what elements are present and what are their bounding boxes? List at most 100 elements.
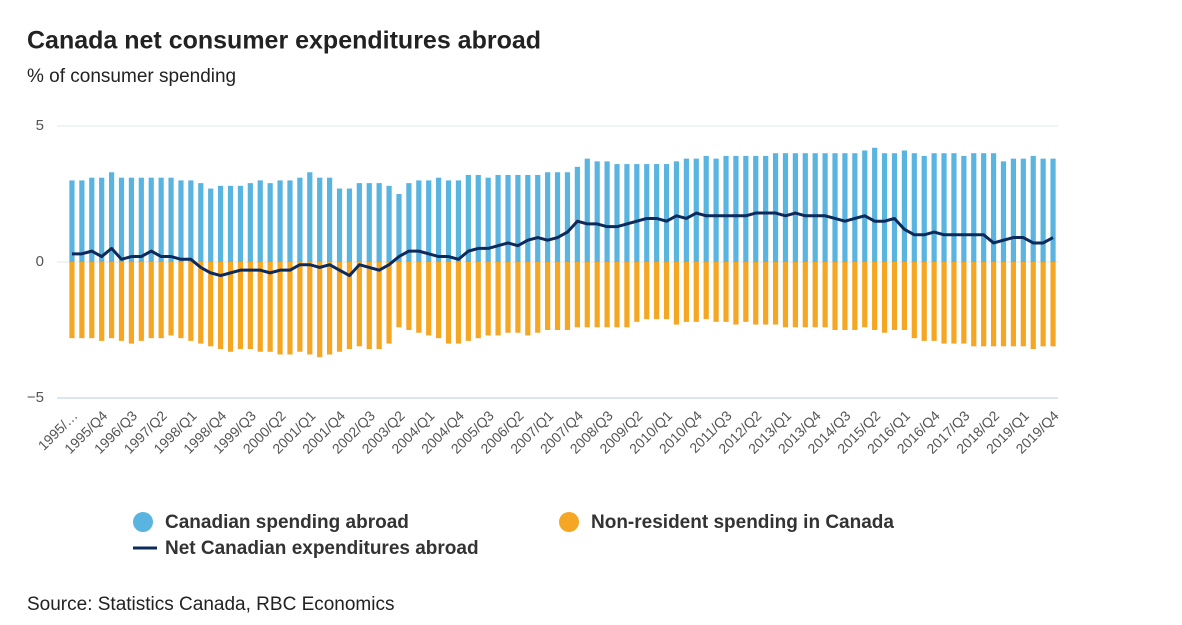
bar xyxy=(426,262,432,336)
bar xyxy=(237,262,244,350)
bar xyxy=(852,262,858,330)
bar xyxy=(277,262,283,355)
bar xyxy=(79,180,85,262)
legend-swatch xyxy=(133,512,153,532)
bar xyxy=(545,172,551,262)
bar xyxy=(178,262,184,339)
chart-subtitle: % of consumer spending xyxy=(27,66,236,87)
bar xyxy=(654,164,660,262)
bar xyxy=(465,174,471,262)
bar xyxy=(69,262,75,339)
bar xyxy=(128,262,135,344)
bar xyxy=(198,183,204,262)
chart-title: Canada net consumer expenditures abroad xyxy=(27,27,541,55)
bar xyxy=(307,262,313,355)
bar xyxy=(317,262,323,358)
bar xyxy=(495,174,501,262)
bar xyxy=(564,262,571,330)
bar xyxy=(832,153,838,262)
bar xyxy=(921,262,927,341)
bar xyxy=(862,262,868,328)
bar xyxy=(901,150,907,262)
bar xyxy=(426,180,432,262)
bar xyxy=(396,194,402,262)
bar xyxy=(99,262,105,341)
bar xyxy=(911,262,917,339)
bar xyxy=(713,262,719,322)
bar xyxy=(178,180,184,262)
bar xyxy=(118,177,125,262)
bar xyxy=(257,262,263,352)
bar xyxy=(416,180,422,262)
bar xyxy=(872,262,878,330)
bar xyxy=(753,262,759,325)
bar xyxy=(931,153,937,262)
bar xyxy=(1020,262,1026,347)
bar xyxy=(673,161,680,262)
bar xyxy=(941,262,947,344)
bar xyxy=(445,180,452,262)
bar xyxy=(822,153,828,262)
legend-swatch xyxy=(559,512,579,532)
bar xyxy=(237,185,244,262)
bar xyxy=(614,164,620,262)
bar xyxy=(406,262,412,330)
bar xyxy=(703,262,709,320)
bar xyxy=(158,177,164,262)
bar xyxy=(188,262,194,341)
bar xyxy=(535,174,541,262)
bar xyxy=(772,262,779,325)
bar xyxy=(287,180,293,262)
bar xyxy=(822,262,828,328)
bar xyxy=(257,180,263,262)
bar xyxy=(921,155,927,262)
bar xyxy=(128,177,135,262)
source-note: Source: Statistics Canada, RBC Economics xyxy=(27,594,395,615)
bar xyxy=(227,262,234,352)
bar xyxy=(891,262,898,330)
bar xyxy=(297,177,303,262)
bar xyxy=(327,262,333,355)
bar xyxy=(990,153,997,262)
bar xyxy=(346,262,353,350)
bar xyxy=(862,150,868,262)
bar xyxy=(168,177,174,262)
bar xyxy=(644,262,650,320)
bar xyxy=(693,262,699,322)
bar xyxy=(545,262,551,330)
bar xyxy=(763,262,769,325)
bar xyxy=(1000,262,1007,347)
bar xyxy=(1040,262,1046,347)
bar xyxy=(743,262,749,322)
bar xyxy=(158,262,164,339)
bar xyxy=(436,262,442,339)
bar xyxy=(188,180,194,262)
bar xyxy=(247,183,253,262)
bar xyxy=(1020,158,1026,262)
bar xyxy=(683,262,689,322)
bar xyxy=(852,153,858,262)
bar xyxy=(406,183,412,262)
bar xyxy=(99,177,105,262)
bar xyxy=(901,262,907,330)
bar xyxy=(1040,158,1046,262)
bar xyxy=(842,262,848,330)
bar xyxy=(574,166,580,262)
bar xyxy=(872,147,878,262)
bar xyxy=(525,174,531,262)
bar xyxy=(881,262,888,333)
bar xyxy=(604,161,610,262)
bar xyxy=(881,153,888,262)
bar xyxy=(733,262,739,325)
bar xyxy=(743,155,749,262)
bar xyxy=(148,262,154,339)
bar xyxy=(366,262,372,350)
bar xyxy=(792,262,798,328)
bar xyxy=(891,153,898,262)
bar xyxy=(594,161,600,262)
bar xyxy=(1010,158,1017,262)
bar xyxy=(485,262,491,336)
legend-label: Canadian spending abroad xyxy=(165,512,409,533)
bar xyxy=(277,180,283,262)
bar xyxy=(614,262,620,328)
